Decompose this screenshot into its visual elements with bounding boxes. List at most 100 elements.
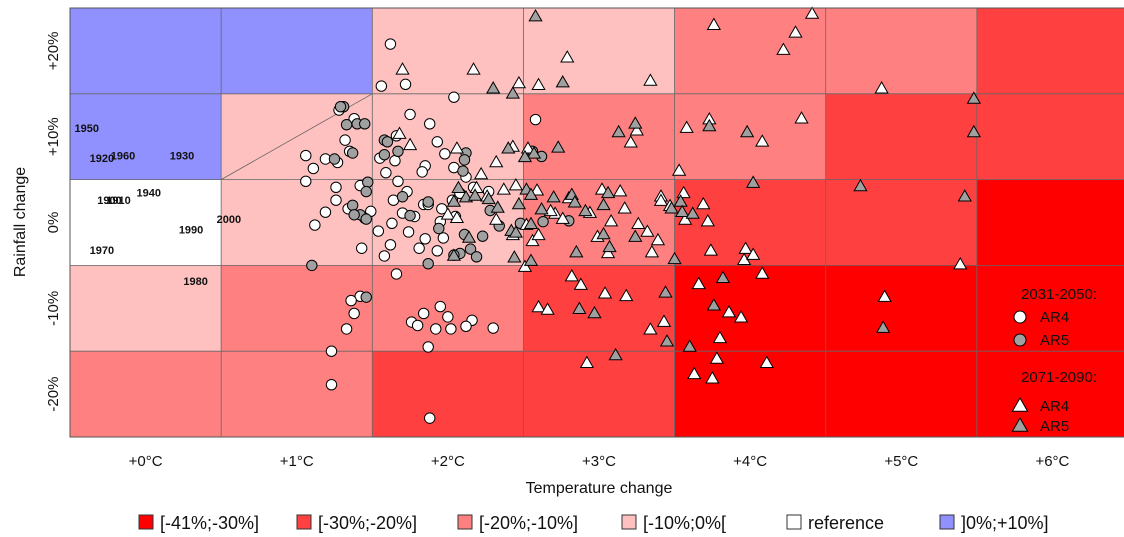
decade-label: 2000 xyxy=(217,214,241,226)
class-legend-swatch xyxy=(457,514,473,530)
triangle-2071-2090-ar5 xyxy=(486,81,501,94)
triangle-2071-2090-ar5 xyxy=(659,334,675,347)
triangle-2071-2090-ar5 xyxy=(957,189,972,202)
point-2031-2050-ar5 xyxy=(378,149,391,161)
x-axis-title: Temperature change xyxy=(526,480,673,497)
point-2031-2050-ar5 xyxy=(537,215,549,228)
point-2031-2050-ar4 xyxy=(487,322,499,334)
point-2031-2050-ar4 xyxy=(300,175,312,188)
point-2031-2050-ar4 xyxy=(309,219,321,231)
point-2031-2050-ar4 xyxy=(325,345,338,357)
triangle-2071-2090-ar4 xyxy=(640,224,655,237)
class-legend-label: ]0%;+10%] xyxy=(961,513,1049,533)
triangle-2071-2090-ar5 xyxy=(628,116,643,129)
triangle-2071-2090-ar5 xyxy=(966,124,981,138)
cell-2-3 xyxy=(372,265,524,352)
class-legend-label: [-30%;-20%] xyxy=(318,513,417,533)
triangle-2071-2090-ar4 xyxy=(631,216,646,230)
triangle-2071-2090-ar5 xyxy=(876,320,891,333)
plot-frame xyxy=(69,7,1124,438)
legend-title-2071-2090: 2071-2090: xyxy=(1021,369,1097,386)
triangle-2071-2090-ar5 xyxy=(508,225,524,238)
triangle-2071-2090-ar4 xyxy=(489,212,504,225)
point-2031-2050-ar4 xyxy=(448,91,460,103)
triangle-2071-2090-ar4 xyxy=(703,243,718,256)
triangle-2071-2090-ar5 xyxy=(567,195,582,208)
point-2031-2050-ar5 xyxy=(392,145,404,157)
cell-0-3 xyxy=(70,265,222,352)
cell-0-2 xyxy=(70,179,222,266)
point-2031-2050-ar4 xyxy=(389,155,401,167)
triangle-2071-2090-ar4 xyxy=(794,111,809,124)
triangle-2071-2090-ar5 xyxy=(578,203,593,217)
triangle-2071-2090-ar5 xyxy=(534,202,549,215)
triangle-2071-2090-ar4 xyxy=(525,233,540,247)
point-2031-2050-ar4 xyxy=(413,242,425,254)
point-2031-2050-ar4 xyxy=(378,250,391,262)
cell-5-4 xyxy=(825,351,977,437)
triangle-2071-2090-ar4 xyxy=(733,310,749,323)
cell-5-2 xyxy=(825,179,977,266)
point-2031-2050-ar4 xyxy=(339,134,351,146)
point-2031-2050-ar5 xyxy=(362,176,374,188)
decade-label: 1930 xyxy=(170,151,194,163)
y-tick-label: -10% xyxy=(45,291,62,326)
point-2031-2050-ar5 xyxy=(404,209,416,222)
triangle-2071-2090-ar4 xyxy=(600,245,616,259)
triangle-2071-2090-ar4 xyxy=(449,141,465,154)
point-2031-2050-ar4 xyxy=(416,166,428,178)
point-2031-2050-ar4 xyxy=(300,149,312,162)
cell-1-0 xyxy=(221,8,373,94)
triangle-2071-2090-ar4 xyxy=(531,227,546,241)
point-2031-2050-ar5 xyxy=(360,185,372,198)
point-2031-2050-ar4 xyxy=(430,323,442,335)
decade-label: 1950 xyxy=(75,123,99,135)
triangle-2071-2090-ar4 xyxy=(623,135,638,148)
cell-1-4 xyxy=(221,351,373,437)
triangle-2071-2090-ar4 xyxy=(644,244,660,258)
legend-marker-circle xyxy=(1013,333,1027,347)
triangle-2071-2090-ar4 xyxy=(617,201,632,214)
class-legend-swatch xyxy=(939,514,955,530)
point-2031-2050-ar4 xyxy=(529,113,542,126)
triangle-2071-2090-ar4 xyxy=(755,134,770,147)
triangle-2071-2090-ar4 xyxy=(619,288,634,302)
triangle-2071-2090-ar4 xyxy=(877,289,892,302)
triangle-2071-2090-ar5 xyxy=(667,251,682,265)
class-legend-swatch xyxy=(138,514,154,530)
point-2031-2050-ar5 xyxy=(433,222,445,235)
triangle-2071-2090-ar5 xyxy=(611,124,626,138)
triangle-2071-2090-ar4 xyxy=(531,299,546,313)
point-2031-2050-ar5 xyxy=(346,147,359,159)
triangle-2071-2090-ar4 xyxy=(706,17,722,30)
triangle-2071-2090-ar5 xyxy=(966,91,981,104)
triangle-2071-2090-ar5 xyxy=(523,216,539,230)
cell-1-2 xyxy=(221,179,373,266)
decade-label: 1970 xyxy=(90,245,114,257)
point-2031-2050-ar5 xyxy=(359,118,371,130)
triangle-2071-2090-ar5 xyxy=(853,178,868,192)
triangle-2071-2090-ar4 xyxy=(755,266,770,279)
point-2031-2050-ar5 xyxy=(458,154,471,166)
y-tick-label: -20% xyxy=(45,377,62,412)
triangle-2071-2090-ar5 xyxy=(746,175,761,188)
x-tick-label: +0°C xyxy=(129,453,163,470)
class-legend-label: [-10%;0%[ xyxy=(643,513,726,533)
point-2031-2050-ar4 xyxy=(411,319,424,332)
point-2031-2050-ar5 xyxy=(381,136,394,148)
triangle-2071-2090-ar4 xyxy=(496,182,511,195)
triangle-2071-2090-ar5 xyxy=(706,298,722,311)
point-2031-2050-ar5 xyxy=(360,291,372,303)
triangle-2071-2090-ar5 xyxy=(446,248,462,261)
triangle-2071-2090-ar4 xyxy=(560,50,575,63)
cell-6-1 xyxy=(976,93,1124,180)
triangle-2071-2090-ar4 xyxy=(874,81,889,94)
point-2031-2050-ar5 xyxy=(422,257,434,270)
decade-label: 1940 xyxy=(137,187,161,199)
triangle-2071-2090-ar5 xyxy=(658,285,673,298)
cell-2-4 xyxy=(372,351,524,437)
decade-label: 1960 xyxy=(111,151,135,163)
point-2031-2050-ar5 xyxy=(464,243,477,255)
triangle-2071-2090-ar5 xyxy=(602,239,617,253)
triangle-2071-2090-ar4 xyxy=(629,123,644,136)
